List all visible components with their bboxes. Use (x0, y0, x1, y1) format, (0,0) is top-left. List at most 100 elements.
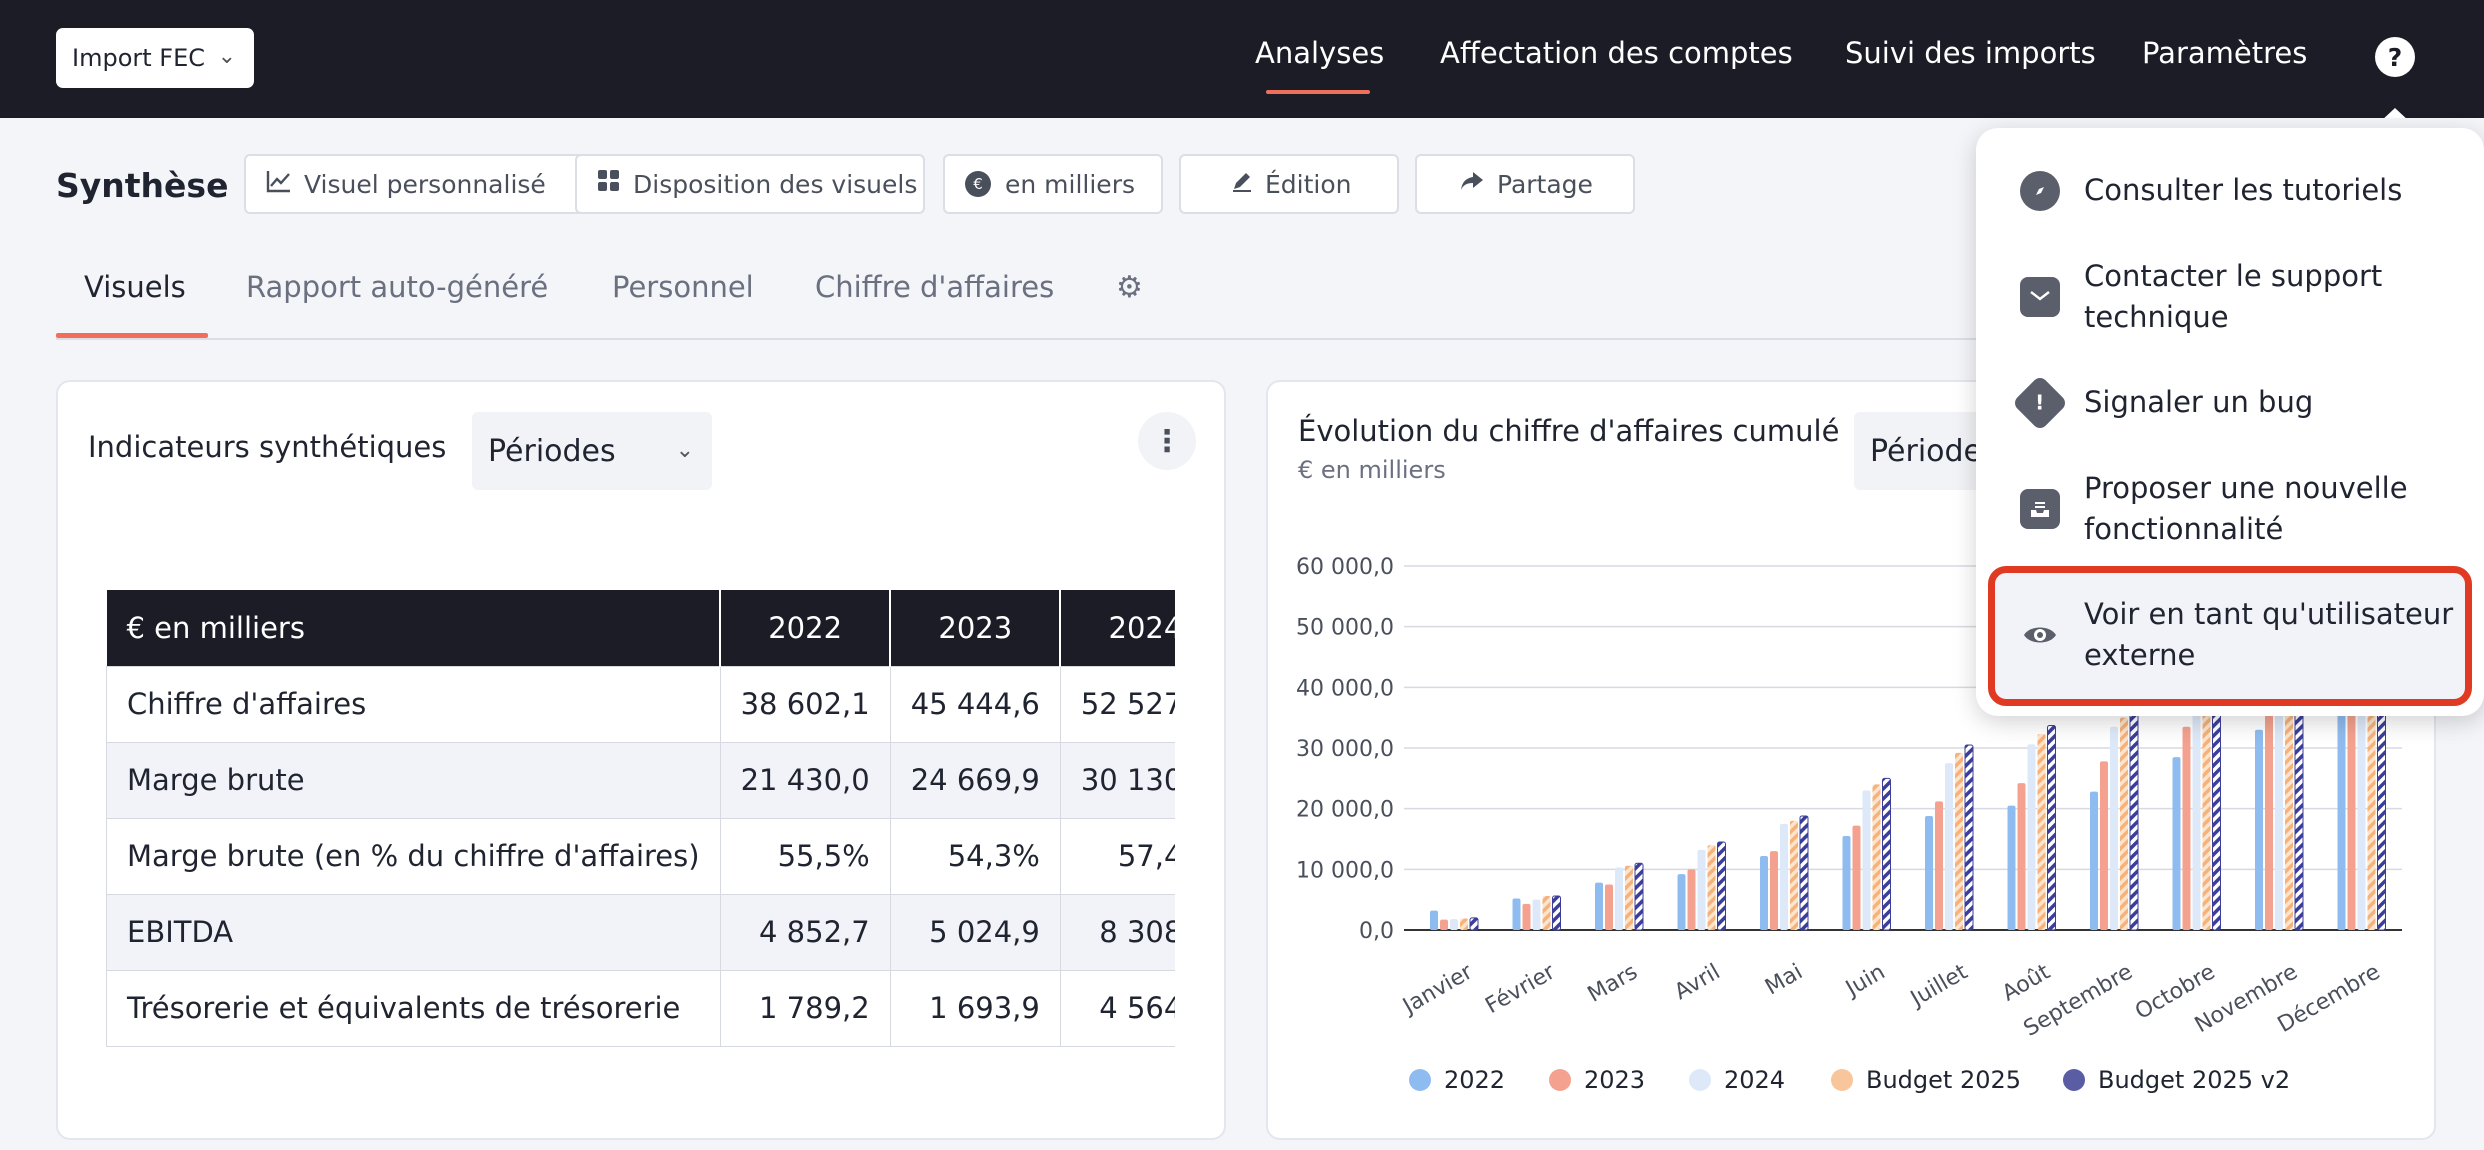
bar[interactable] (1634, 862, 1644, 931)
bar[interactable] (1852, 825, 1861, 930)
bar[interactable] (2017, 783, 2026, 930)
menu-item-report-bug[interactable]: ! Signaler un bug (2011, 374, 2474, 431)
bar[interactable] (2129, 711, 2139, 931)
bar[interactable] (2212, 692, 2221, 931)
bar[interactable] (1882, 777, 1891, 931)
legend-label[interactable]: Budget 2025 (1866, 1066, 2021, 1094)
tab-rapport-auto-genere[interactable]: Rapport auto-généré (246, 270, 549, 304)
custom-visual-button[interactable]: Visuel personnalisé (244, 154, 584, 214)
bar[interactable] (1512, 898, 1521, 930)
bar[interactable] (2027, 744, 2036, 930)
bar[interactable] (2347, 654, 2356, 930)
table-cell: 5 024,9 (889, 893, 1061, 971)
bar[interactable] (2202, 699, 2211, 930)
menu-item-feature-request[interactable]: Proposer une nouvelle fonctionnalité (2020, 468, 2474, 550)
table-cell: 4 564,7 (1059, 969, 1175, 1047)
bar[interactable] (2047, 725, 2056, 931)
bar[interactable] (2285, 644, 2293, 930)
bar[interactable] (1790, 820, 1798, 930)
chart-title: Évolution du chiffre d'affaires cumulé (1298, 414, 1840, 448)
periods-select[interactable]: Périodes ⌄ (472, 412, 712, 490)
tab-chiffre-d-affaires[interactable]: Chiffre d'affaires (815, 270, 1055, 304)
bar[interactable] (1552, 895, 1561, 931)
legend-label[interactable]: Budget 2025 v2 (2098, 1066, 2290, 1094)
x-tick-label: Janvier (1397, 959, 1478, 1020)
edit-button[interactable]: Édition (1179, 154, 1399, 214)
nav-affectation-des-comptes[interactable]: Affectation des comptes (1440, 36, 1793, 70)
bar[interactable] (2007, 805, 2016, 930)
bar[interactable] (1945, 763, 1953, 930)
bar[interactable] (1964, 744, 1974, 931)
bar[interactable] (2110, 726, 2118, 930)
table-cell: 54,3% (889, 817, 1061, 895)
import-fec-dropdown[interactable]: Import FEC ⌄ (56, 28, 254, 88)
bar[interactable] (2100, 761, 2108, 930)
nav-suivi-des-imports[interactable]: Suivi des imports (1845, 36, 2096, 70)
layout-button[interactable]: Disposition des visuels (575, 154, 925, 214)
bar[interactable] (1955, 752, 1963, 930)
menu-item-tutorials[interactable]: Consulter les tutoriels (2020, 170, 2474, 211)
eye-icon (2020, 615, 2060, 655)
bar[interactable] (1862, 790, 1871, 930)
legend-label[interactable]: 2022 (1444, 1066, 1505, 1094)
legend-marker (1689, 1069, 1711, 1091)
menu-item-support[interactable]: Contacter le support technique (2020, 256, 2474, 338)
menu-item-label: Proposer une nouvelle fonctionnalité (2084, 471, 2408, 546)
bar[interactable] (2182, 726, 2191, 930)
menu-item-view-as-external-user[interactable]: Voir en tant qu'utilisateur externe (2020, 594, 2474, 676)
share-button[interactable]: Partage (1415, 154, 1635, 214)
bar[interactable] (2090, 791, 2098, 930)
nav-parametres[interactable]: Paramètres (2142, 36, 2308, 70)
bar[interactable] (1460, 918, 1468, 930)
bar[interactable] (2120, 717, 2128, 930)
bar[interactable] (1842, 835, 1851, 930)
tab-visuels[interactable]: Visuels (84, 270, 186, 304)
bar[interactable] (2337, 695, 2346, 930)
gear-icon[interactable]: ⚙ (1116, 270, 1143, 305)
bar[interactable] (1625, 865, 1633, 930)
bar[interactable] (1799, 815, 1809, 931)
legend-label[interactable]: 2024 (1724, 1066, 1785, 1094)
bar[interactable] (1687, 869, 1696, 930)
bar[interactable] (1770, 851, 1778, 930)
bar[interactable] (1925, 815, 1933, 930)
more-options-icon[interactable]: ⋮ (1138, 412, 1196, 470)
bar[interactable] (1430, 910, 1438, 930)
bar[interactable] (1440, 919, 1448, 930)
bar[interactable] (2265, 690, 2273, 930)
bar[interactable] (1707, 845, 1716, 930)
bar[interactable] (1605, 884, 1613, 931)
bar[interactable] (1542, 896, 1551, 930)
bar[interactable] (1595, 882, 1603, 930)
bar[interactable] (1677, 874, 1686, 930)
bar[interactable] (1532, 899, 1541, 930)
bar[interactable] (1697, 849, 1706, 930)
bar[interactable] (1450, 919, 1458, 930)
bar[interactable] (1780, 823, 1788, 930)
bar[interactable] (2275, 657, 2283, 930)
bar[interactable] (1717, 841, 1726, 931)
x-tick-label: Mai (1761, 960, 1807, 1001)
bar[interactable] (1872, 784, 1881, 930)
bar[interactable] (1615, 867, 1623, 930)
help-icon[interactable]: ? (2375, 37, 2415, 77)
units-button[interactable]: € en milliers (943, 154, 1163, 214)
mail-icon (2020, 277, 2060, 317)
nav-analyses[interactable]: Analyses (1255, 36, 1385, 70)
bar[interactable] (2192, 699, 2201, 930)
legend-label[interactable]: 2023 (1584, 1066, 1645, 1094)
bar[interactable] (2172, 757, 2181, 930)
bar[interactable] (1469, 917, 1479, 931)
table-cell: 1 789,2 (719, 969, 891, 1047)
bar[interactable] (2037, 734, 2046, 930)
bar[interactable] (1760, 855, 1768, 930)
bar[interactable] (1522, 903, 1531, 930)
menu-item-label: Signaler un bug (2084, 385, 2314, 419)
tab-personnel[interactable]: Personnel (612, 270, 754, 304)
row-label: Marge brute (en % du chiffre d'affaires) (106, 817, 721, 895)
euro-icon: € (965, 171, 991, 197)
bar[interactable] (2255, 729, 2263, 930)
bar[interactable] (1935, 801, 1943, 930)
menu-item-label: Contacter le support technique (2084, 259, 2383, 334)
